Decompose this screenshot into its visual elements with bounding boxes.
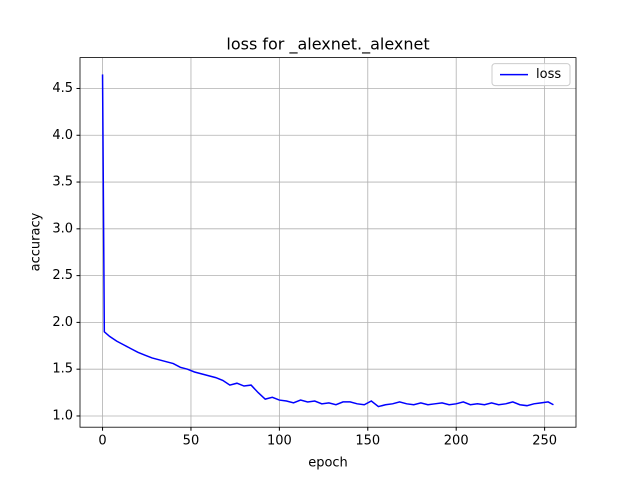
x-tick-label: 0 <box>98 434 106 449</box>
x-tick-label: 50 <box>183 434 200 449</box>
y-tick-label: 2.0 <box>52 315 73 330</box>
x-tick-label: 100 <box>267 434 292 449</box>
y-axis-label: accuracy <box>29 212 44 271</box>
line <box>101 74 554 408</box>
chart-title: loss for _alexnet._alexnet <box>226 35 429 55</box>
x-tick-label: 200 <box>444 434 469 449</box>
y-tick-label: 4.5 <box>52 81 73 96</box>
y-tick-label: 3.0 <box>52 221 73 236</box>
y-tick-label: 1.5 <box>52 362 73 377</box>
legend-box <box>491 63 571 87</box>
legend-label: loss <box>536 67 561 82</box>
y-tick-label: 2.5 <box>52 268 73 283</box>
y-tick-label: 4.0 <box>52 128 73 143</box>
y-tick-label: 3.5 <box>52 175 73 190</box>
x-tick-label: 150 <box>355 434 380 449</box>
x-tick-label: 250 <box>532 434 557 449</box>
x-axis-label: epoch <box>308 456 348 471</box>
axes-frame <box>79 57 577 428</box>
y-tick-label: 1.0 <box>52 408 73 423</box>
